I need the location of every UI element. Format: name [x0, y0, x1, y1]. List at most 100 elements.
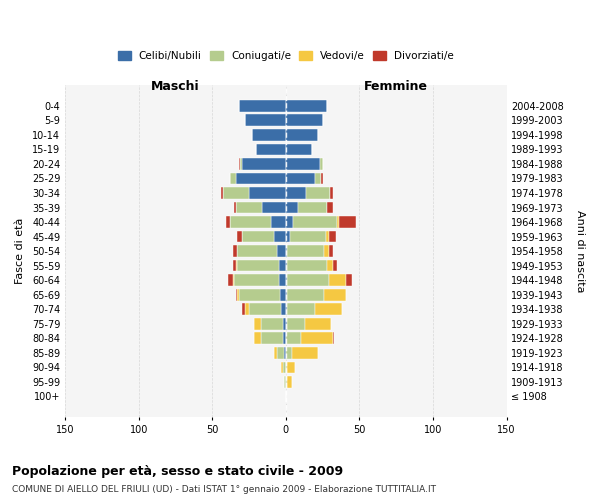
Text: Maschi: Maschi: [151, 80, 200, 92]
Bar: [236, 260, 238, 272]
Bar: [283, 362, 286, 373]
Bar: [286, 202, 298, 213]
Bar: [292, 347, 318, 358]
Bar: [324, 289, 346, 300]
Text: Popolazione per età, sesso e stato civile - 2009: Popolazione per età, sesso e stato civil…: [12, 465, 343, 478]
Y-axis label: Anni di nascita: Anni di nascita: [575, 210, 585, 292]
Bar: [249, 187, 286, 199]
Bar: [287, 274, 329, 286]
Bar: [245, 304, 249, 315]
Bar: [221, 187, 223, 199]
Bar: [286, 304, 287, 315]
Bar: [242, 158, 286, 170]
Bar: [223, 187, 249, 199]
Bar: [283, 332, 286, 344]
Bar: [329, 231, 336, 242]
Bar: [290, 231, 326, 242]
Bar: [286, 158, 320, 170]
Bar: [337, 216, 339, 228]
Bar: [329, 246, 333, 257]
Bar: [286, 362, 287, 373]
Bar: [287, 376, 292, 388]
Y-axis label: Fasce di età: Fasce di età: [15, 218, 25, 284]
Bar: [286, 187, 307, 199]
Bar: [286, 114, 323, 126]
Bar: [284, 376, 286, 388]
Bar: [284, 347, 286, 358]
Bar: [256, 144, 286, 155]
Bar: [252, 129, 286, 140]
Bar: [239, 289, 280, 300]
Bar: [261, 332, 283, 344]
Bar: [301, 332, 333, 344]
Text: COMUNE DI AIELLO DEL FRIULI (UD) - Dati ISTAT 1° gennaio 2009 - Elaborazione TUT: COMUNE DI AIELLO DEL FRIULI (UD) - Dati …: [12, 485, 436, 494]
Bar: [283, 318, 286, 330]
Bar: [245, 114, 286, 126]
Bar: [330, 187, 333, 199]
Bar: [293, 216, 337, 228]
Bar: [307, 187, 330, 199]
Bar: [286, 246, 287, 257]
Legend: Celibi/Nubili, Coniugati/e, Vedovi/e, Divorziati/e: Celibi/Nubili, Coniugati/e, Vedovi/e, Di…: [114, 47, 458, 66]
Bar: [230, 216, 271, 228]
Bar: [286, 172, 315, 184]
Bar: [242, 231, 274, 242]
Bar: [286, 347, 292, 358]
Bar: [286, 376, 287, 388]
Text: Femmine: Femmine: [364, 80, 428, 92]
Bar: [329, 274, 346, 286]
Bar: [320, 158, 323, 170]
Bar: [286, 231, 290, 242]
Bar: [339, 216, 356, 228]
Bar: [298, 202, 327, 213]
Bar: [274, 347, 277, 358]
Bar: [287, 318, 305, 330]
Bar: [287, 289, 324, 300]
Bar: [333, 332, 334, 344]
Bar: [346, 274, 352, 286]
Bar: [280, 289, 286, 300]
Bar: [333, 260, 337, 272]
Bar: [286, 318, 287, 330]
Bar: [281, 362, 283, 373]
Bar: [305, 318, 331, 330]
Bar: [286, 216, 293, 228]
Bar: [326, 231, 329, 242]
Bar: [286, 129, 318, 140]
Bar: [286, 144, 313, 155]
Bar: [278, 260, 286, 272]
Bar: [238, 231, 242, 242]
Bar: [286, 260, 287, 272]
Bar: [238, 289, 239, 300]
Bar: [286, 332, 301, 344]
Bar: [238, 260, 278, 272]
Bar: [315, 172, 321, 184]
Bar: [277, 347, 284, 358]
Bar: [238, 246, 277, 257]
Bar: [324, 246, 329, 257]
Bar: [254, 332, 261, 344]
Bar: [236, 172, 286, 184]
Bar: [286, 100, 327, 112]
Bar: [236, 202, 262, 213]
Bar: [249, 304, 281, 315]
Bar: [226, 216, 230, 228]
Bar: [274, 231, 286, 242]
Bar: [286, 274, 287, 286]
Bar: [277, 246, 286, 257]
Bar: [278, 274, 286, 286]
Bar: [261, 318, 283, 330]
Bar: [287, 362, 295, 373]
Bar: [240, 158, 242, 170]
Bar: [262, 202, 286, 213]
Bar: [327, 260, 333, 272]
Bar: [230, 172, 236, 184]
Bar: [287, 260, 327, 272]
Bar: [321, 172, 323, 184]
Bar: [239, 158, 240, 170]
Bar: [254, 318, 261, 330]
Bar: [233, 260, 236, 272]
Bar: [271, 216, 286, 228]
Bar: [236, 289, 238, 300]
Bar: [229, 274, 233, 286]
